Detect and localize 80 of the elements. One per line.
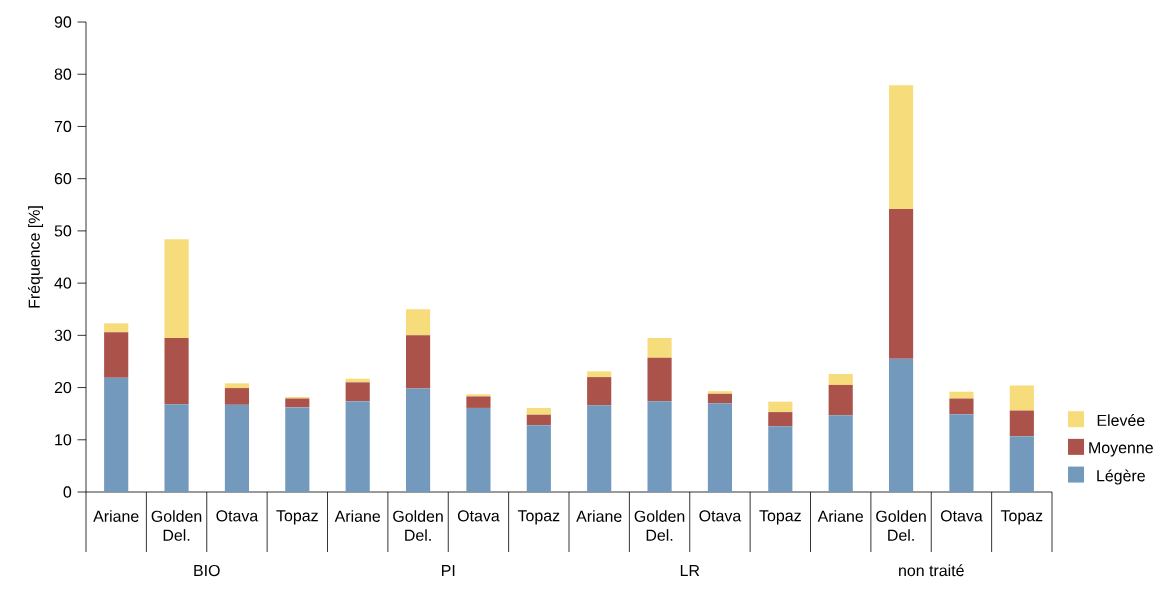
- bar: [949, 414, 974, 492]
- bar: [345, 382, 370, 402]
- bar: [828, 373, 853, 385]
- x-tick-label: Golden Del.: [876, 510, 926, 541]
- bar: [707, 403, 733, 492]
- bar: [587, 405, 612, 492]
- legend-label: Légère: [1097, 469, 1145, 485]
- x-tick-label: Ariane: [817, 510, 864, 522]
- text: PI: [442, 565, 455, 576]
- bar: [888, 208, 914, 359]
- bar: [1009, 410, 1034, 437]
- x-tick-label: Topaz: [759, 510, 801, 525]
- y-tick-label: 20: [54, 381, 72, 394]
- x-tick-label: Topaz: [517, 510, 560, 525]
- bar: [526, 407, 551, 415]
- bar: [768, 401, 793, 413]
- bar: [768, 426, 793, 492]
- bar: [164, 337, 189, 405]
- x-tick-label: Otava: [216, 510, 259, 522]
- bar: [405, 335, 431, 389]
- y-axis-title: Fréquence [%]: [27, 206, 44, 308]
- bar: [587, 377, 612, 406]
- bar: [285, 398, 310, 408]
- legend-label: Elevée: [1097, 414, 1145, 427]
- text: BIO: [194, 564, 220, 577]
- y-tick-label: 10: [55, 434, 72, 446]
- bar: [405, 309, 431, 336]
- bar: [647, 337, 672, 358]
- bar: [224, 383, 250, 389]
- x-tick-label: Golden Del.: [393, 510, 443, 541]
- bar: [647, 357, 672, 402]
- y-tick-label: 70: [54, 120, 72, 133]
- x-tick-label: Otava: [940, 510, 983, 522]
- bar: [707, 393, 733, 404]
- bar: [466, 394, 491, 397]
- bar: [828, 415, 853, 492]
- y-tick-label: 80: [54, 68, 72, 80]
- text: non traité: [899, 564, 964, 577]
- x-tick-label: Golden Del.: [151, 510, 202, 541]
- bar: [164, 404, 189, 492]
- bar: [104, 332, 129, 378]
- bar: [466, 396, 491, 408]
- bar: [104, 377, 129, 492]
- y-tick-label: 50: [54, 225, 72, 237]
- bar: [768, 412, 793, 427]
- bar: [647, 401, 672, 492]
- bar: [224, 388, 250, 405]
- bar: [949, 391, 974, 399]
- x-tick-label: Ariane: [334, 510, 381, 522]
- bar: [526, 425, 551, 492]
- y-tick-label: 40: [54, 277, 72, 289]
- bar: [104, 323, 129, 333]
- bar: [949, 398, 974, 415]
- x-tick-label: Ariane: [93, 510, 139, 522]
- x-tick-label: Topaz: [276, 510, 318, 525]
- bar: [285, 407, 310, 492]
- bar: [405, 388, 431, 492]
- x-tick-label: Ariane: [576, 510, 622, 522]
- bar: [224, 404, 250, 492]
- bar: [707, 391, 733, 394]
- bar: [828, 384, 853, 416]
- bar: [526, 414, 551, 426]
- x-tick-label: Otava: [699, 510, 742, 522]
- bar: [888, 358, 914, 492]
- bar: [587, 371, 612, 378]
- bar: [164, 239, 189, 338]
- bar: [345, 401, 370, 492]
- y-tick-label: 0: [63, 486, 72, 498]
- bar: [888, 85, 914, 209]
- y-tick-label: 60: [54, 173, 72, 185]
- legend-label: Moyenne: [1089, 442, 1153, 457]
- bar: [466, 407, 491, 492]
- x-tick-label: Topaz: [1000, 510, 1043, 525]
- text: LR: [680, 565, 700, 576]
- x-tick-label: Otava: [457, 510, 500, 522]
- bar: [1009, 385, 1034, 411]
- x-tick-label: Golden Del.: [634, 510, 685, 541]
- bar: [1009, 436, 1034, 492]
- y-tick-label: 90: [54, 16, 72, 28]
- y-tick-label: 30: [54, 329, 72, 341]
